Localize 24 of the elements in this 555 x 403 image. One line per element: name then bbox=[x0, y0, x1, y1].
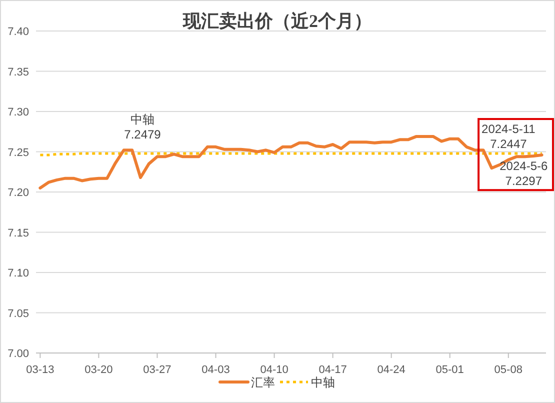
y-tick-label: 7.05 bbox=[8, 308, 29, 320]
legend-label: 汇率 bbox=[251, 376, 275, 390]
x-tick-label: 03-20 bbox=[84, 364, 113, 376]
x-tick-label: 04-24 bbox=[377, 364, 406, 376]
x-tick-label: 04-10 bbox=[260, 364, 288, 376]
x-tick-label: 03-13 bbox=[26, 364, 54, 376]
y-tick-label: 7.10 bbox=[8, 268, 29, 280]
y-tick-label: 7.15 bbox=[8, 227, 29, 240]
y-tick-label: 7.30 bbox=[8, 106, 29, 118]
x-tick-label: 04-17 bbox=[318, 364, 347, 376]
annotation: 中轴 7.2479 bbox=[124, 112, 162, 142]
y-tick-label: 7.40 bbox=[8, 26, 29, 38]
x-tick-label: 05-08 bbox=[494, 364, 522, 376]
y-tick-label: 7.20 bbox=[8, 187, 29, 199]
x-tick-label: 03-27 bbox=[143, 364, 172, 376]
annotation: 2024-5-6 7.2297 bbox=[500, 159, 548, 188]
y-tick-label: 7.25 bbox=[8, 146, 29, 159]
x-tick-label: 04-03 bbox=[202, 364, 230, 376]
y-tick-label: 7.35 bbox=[8, 66, 29, 78]
legend-label: 中轴 bbox=[311, 376, 335, 390]
x-tick-label: 05-01 bbox=[436, 364, 464, 376]
chart-title: 现汇卖出价（近2个月） bbox=[182, 11, 372, 31]
annotation: 2024-5-11 7.2447 bbox=[482, 122, 536, 152]
y-tick-label: 7.00 bbox=[8, 348, 29, 360]
